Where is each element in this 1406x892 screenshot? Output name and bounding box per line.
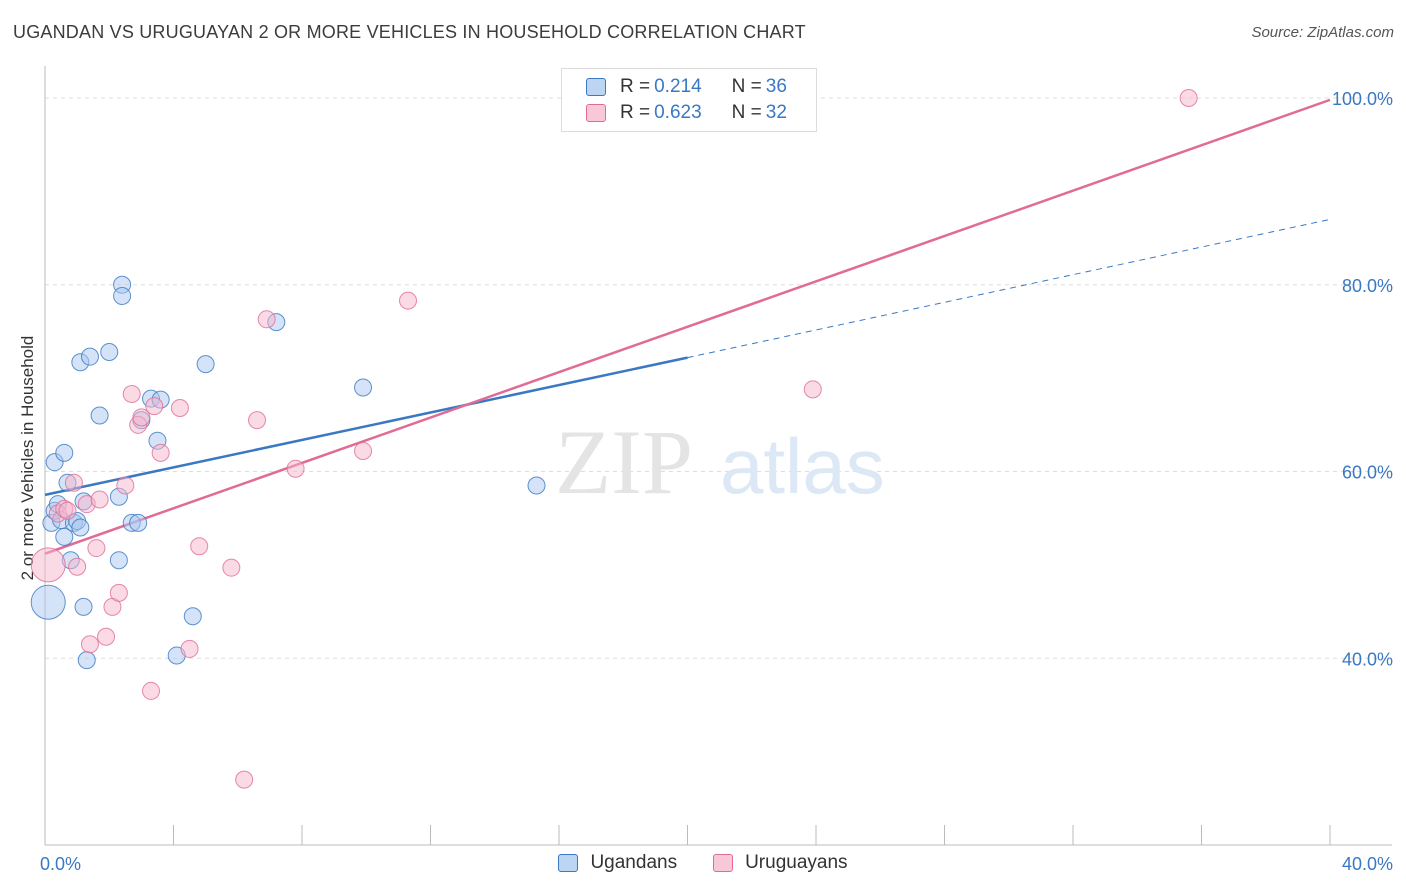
point-uruguayans: [142, 681, 161, 700]
point-uruguayans: [803, 380, 822, 399]
x-tick-label: 0.0%: [40, 854, 81, 874]
trend-line-ugandans: [44, 356, 688, 497]
point-uruguayans: [1179, 89, 1198, 108]
axes: [44, 66, 1392, 846]
watermark-zip: ZIP: [555, 411, 693, 513]
legend-r-value: 0.623: [654, 102, 702, 123]
series-swatch-ugandans: [558, 854, 579, 872]
trend-lines: [44, 98, 1331, 555]
legend-n-value: 32: [765, 102, 787, 123]
point-uruguayans: [90, 490, 109, 509]
point-ugandans: [527, 476, 546, 495]
data-points: [30, 89, 1198, 789]
legend-n-label: N =: [731, 76, 762, 97]
point-uruguayans: [180, 639, 199, 658]
legend-r-label: R =: [620, 102, 651, 123]
y-tick-label: 100.0%: [1332, 89, 1393, 109]
point-ugandans: [77, 651, 96, 670]
series-label-ugandans: Ugandans: [590, 852, 678, 873]
point-uruguayans: [116, 476, 135, 495]
point-uruguayans: [30, 547, 66, 583]
point-ugandans: [109, 551, 128, 570]
point-uruguayans: [190, 537, 209, 556]
y-tick-label: 60.0%: [1342, 463, 1393, 483]
point-ugandans: [100, 342, 119, 361]
point-uruguayans: [109, 583, 128, 602]
trend-line-ugandans-extension: [687, 218, 1331, 359]
point-uruguayans: [68, 557, 87, 576]
gridlines: [45, 97, 1392, 659]
point-uruguayans: [58, 501, 77, 520]
chart-source: Source: ZipAtlas.com: [1251, 24, 1394, 41]
legend-swatch-uruguayans: [586, 104, 606, 122]
point-ugandans: [80, 347, 99, 366]
chart-title: UGANDAN VS URUGUAYAN 2 OR MORE VEHICLES …: [13, 22, 806, 42]
watermark-atlas: atlas: [720, 422, 885, 510]
point-uruguayans: [97, 627, 116, 646]
point-ugandans: [113, 286, 132, 305]
trend-line-uruguayans: [44, 98, 1331, 555]
point-ugandans: [74, 597, 93, 616]
point-ugandans: [129, 513, 148, 532]
point-uruguayans: [87, 539, 106, 558]
point-ugandans: [196, 355, 215, 374]
point-uruguayans: [354, 441, 373, 460]
watermark: ZIP atlas: [555, 411, 885, 513]
point-uruguayans: [122, 385, 141, 404]
point-ugandans: [90, 406, 109, 425]
legend-n-label: N =: [731, 102, 762, 123]
y-tick-label: 80.0%: [1342, 276, 1393, 296]
point-uruguayans: [145, 397, 164, 416]
point-uruguayans: [151, 443, 170, 462]
point-ugandans: [55, 527, 74, 546]
legend-r-value: 0.214: [654, 76, 702, 97]
point-uruguayans: [248, 411, 267, 430]
legend-row-ugandans: R = 0.214 N = 36: [586, 75, 787, 99]
legend-r-label: R =: [620, 76, 651, 97]
point-uruguayans: [132, 408, 151, 427]
legend-swatch-ugandans: [586, 78, 606, 96]
point-ugandans: [30, 584, 66, 620]
legend-row-uruguayans: R = 0.623 N = 32: [586, 101, 787, 125]
tick-labels: 40.0% 60.0% 80.0% 100.0% 0.0% 40.0%: [40, 89, 1393, 874]
point-uruguayans: [64, 473, 83, 492]
point-ugandans: [183, 607, 202, 626]
point-uruguayans: [399, 291, 418, 310]
point-ugandans: [55, 443, 74, 462]
x-tick-label: 40.0%: [1342, 854, 1393, 874]
point-uruguayans: [80, 635, 99, 654]
point-uruguayans: [286, 459, 305, 478]
point-uruguayans: [222, 558, 241, 577]
point-ugandans: [71, 518, 90, 537]
series-swatch-uruguayans: [713, 854, 734, 872]
stats-legend: R = 0.214 N = 36 R = 0.623 N = 32: [561, 68, 817, 132]
series-legend-ugandans: Ugandans: [558, 852, 677, 874]
series-legend: Ugandans Uruguayans: [0, 852, 1406, 874]
series-label-uruguayans: Uruguayans: [745, 852, 848, 873]
series-legend-uruguayans: Uruguayans: [713, 852, 848, 874]
point-uruguayans: [257, 310, 276, 329]
y-tick-label: 40.0%: [1342, 649, 1393, 669]
legend-n-value: 36: [765, 76, 787, 97]
point-uruguayans: [235, 770, 254, 789]
point-uruguayans: [170, 399, 189, 418]
point-ugandans: [354, 378, 373, 397]
